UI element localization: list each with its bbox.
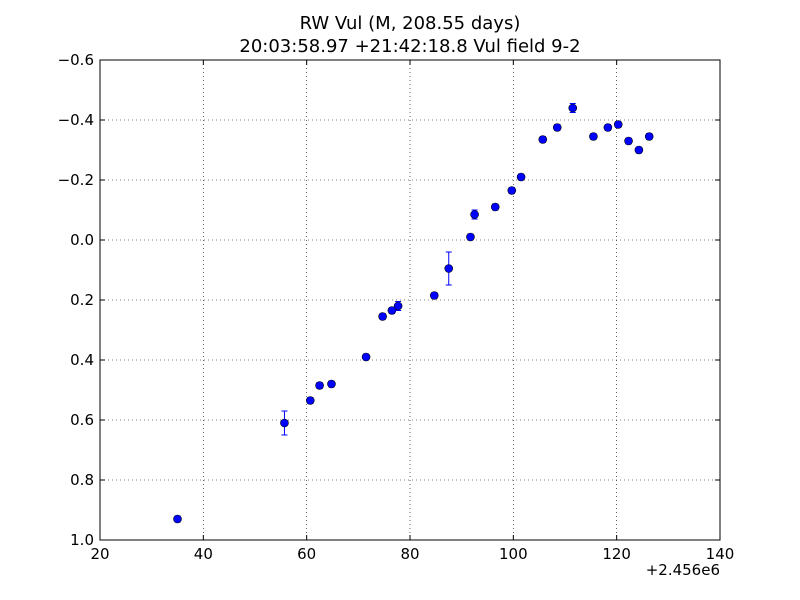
point-marker — [327, 379, 336, 389]
data-point — [466, 232, 475, 242]
x-tick-label: 80 — [400, 545, 419, 563]
x-tick-label: 140 — [706, 545, 735, 563]
data-point — [634, 145, 644, 155]
tick-layer: 20 40 60 80 100 120 140 −0.6 −0.4 −0.2 0.0 0.2 0.4 0.… — [58, 51, 735, 563]
point-marker — [444, 264, 454, 273]
point-marker — [538, 135, 548, 144]
chart-title-line-1: RW Vul (M, 208.55 days) — [300, 13, 521, 34]
point-marker — [490, 202, 500, 212]
data-point — [429, 291, 439, 300]
point-marker — [280, 418, 289, 428]
point-marker — [552, 123, 562, 132]
data-point — [280, 410, 289, 436]
y-tick-label: 0.4 — [70, 351, 94, 369]
data-point — [603, 123, 613, 132]
point-marker — [305, 396, 315, 405]
point-marker — [613, 120, 623, 129]
point-marker — [393, 301, 403, 311]
point-marker — [644, 132, 654, 141]
data-point — [361, 352, 371, 362]
data-point — [378, 312, 387, 321]
point-marker — [589, 132, 598, 141]
y-tick-label: −0.2 — [58, 171, 94, 189]
data-point — [568, 103, 578, 113]
y-tick-label: 0.6 — [70, 411, 94, 429]
x-offset-label: +2.456e6 — [646, 561, 720, 579]
data-point — [589, 132, 598, 141]
data-point — [613, 120, 623, 129]
y-tick-label: −0.6 — [58, 51, 94, 69]
point-marker — [470, 210, 479, 219]
x-tick-label: 20 — [90, 545, 109, 563]
y-tick-label: 0.8 — [70, 471, 94, 489]
x-tick-label: 100 — [499, 545, 528, 563]
grid-layer — [100, 60, 720, 540]
x-tick-label: 60 — [297, 545, 316, 563]
data-point — [552, 123, 562, 132]
y-tick-label: 0.2 — [70, 291, 94, 309]
point-marker — [378, 312, 387, 321]
y-tick-label: 0.0 — [70, 231, 94, 249]
point-marker — [603, 123, 613, 132]
y-tick-label: 1.0 — [70, 531, 94, 549]
point-marker — [173, 514, 182, 524]
point-marker — [361, 352, 371, 362]
data-point — [305, 396, 315, 405]
data-point — [507, 186, 517, 195]
point-marker — [315, 381, 324, 390]
point-marker — [624, 136, 633, 146]
data-point — [538, 135, 548, 144]
point-marker — [516, 172, 526, 182]
data-point — [173, 514, 182, 524]
data-point — [327, 379, 336, 389]
point-marker — [466, 232, 475, 242]
y-tick-label: −0.4 — [58, 111, 94, 129]
data-point — [315, 381, 324, 390]
x-tick-label: 40 — [194, 545, 213, 563]
data-point — [644, 132, 654, 141]
point-marker — [507, 186, 517, 195]
point-marker — [568, 103, 578, 113]
data-point — [624, 136, 633, 146]
point-marker — [429, 291, 439, 300]
point-marker — [634, 145, 644, 155]
data-point — [470, 209, 479, 220]
chart-title-line-2: 20:03:58.97 +21:42:18.8 Vul field 9-2 — [239, 36, 580, 57]
data-point — [516, 172, 526, 182]
data-point — [490, 202, 500, 212]
plot-frame — [99, 59, 721, 541]
x-tick-label: 120 — [602, 545, 631, 563]
data-point — [444, 251, 454, 286]
data-point — [393, 301, 403, 311]
data-points — [173, 103, 654, 524]
